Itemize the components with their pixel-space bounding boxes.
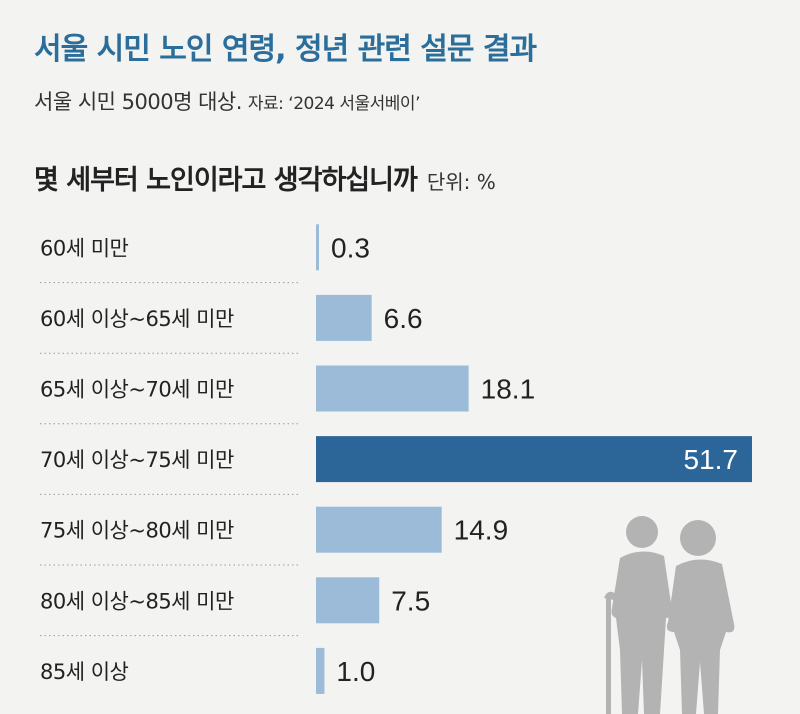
bar <box>316 506 442 553</box>
value-label: 18.1 <box>481 374 536 405</box>
bar <box>316 365 469 412</box>
unit-label: 단위: % <box>426 170 496 194</box>
bar <box>316 436 752 483</box>
category-label: 85세 이상 <box>40 660 129 684</box>
value-label: 0.3 <box>331 232 370 263</box>
subtitle-text: 서울 시민 5000명 대상. <box>34 90 242 114</box>
bar <box>316 294 372 341</box>
chart-subtitle: 서울 시민 5000명 대상. 자료: ‘2024 서울서베이’ <box>34 86 420 116</box>
bar <box>316 224 319 271</box>
bar <box>316 647 325 694</box>
category-label: 60세 미만 <box>40 236 129 260</box>
category-label: 80세 이상~85세 미만 <box>40 589 234 613</box>
question-text: 몇 세부터 노인이라고 생각하십니까 <box>34 165 418 196</box>
chart-title: 서울 시민 노인 연령, 정년 관련 설문 결과 <box>34 32 537 67</box>
source-text: 자료: ‘2024 서울서베이’ <box>247 94 421 114</box>
value-label: 1.0 <box>336 656 375 687</box>
value-label: 51.7 <box>684 444 739 475</box>
value-label: 14.9 <box>454 515 509 546</box>
category-label: 60세 이상~65세 미만 <box>40 307 234 331</box>
chart-question: 몇 세부터 노인이라고 생각하십니까 단위: % <box>34 158 496 197</box>
category-label: 65세 이상~70세 미만 <box>40 378 234 402</box>
value-label: 6.6 <box>384 303 423 334</box>
category-label: 75세 이상~80세 미만 <box>40 519 234 543</box>
value-label: 7.5 <box>391 585 430 616</box>
category-label: 70세 이상~75세 미만 <box>40 448 234 472</box>
bar <box>316 577 380 624</box>
elderly-couple-icon <box>604 516 735 714</box>
